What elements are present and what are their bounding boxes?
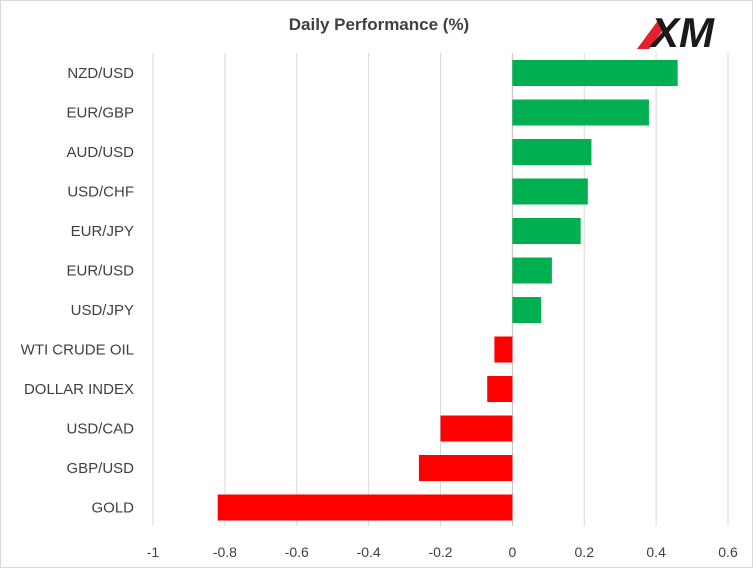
- bar: [512, 257, 552, 284]
- bar: [487, 376, 513, 402]
- x-tick-label: 0.6: [718, 544, 738, 560]
- bar: [512, 178, 588, 205]
- xm-logo: XM: [637, 9, 715, 56]
- category-label: EUR/USD: [66, 263, 134, 280]
- x-tick-label: 0.2: [575, 544, 595, 560]
- logo-text: XM: [649, 9, 715, 56]
- category-label: DOLLAR INDEX: [24, 381, 134, 398]
- category-label: AUD/USD: [66, 144, 134, 161]
- category-label: GOLD: [91, 500, 134, 517]
- bar: [512, 297, 542, 323]
- bar: [512, 218, 581, 244]
- category-label: GBP/USD: [66, 460, 134, 477]
- logo-accent-shape: [637, 19, 665, 49]
- bars: [217, 60, 678, 521]
- bar: [512, 139, 592, 165]
- category-label: USD/CAD: [66, 421, 134, 438]
- bar: [440, 415, 513, 442]
- x-tick-label: -1: [147, 544, 160, 560]
- category-label: NZD/USD: [67, 65, 134, 82]
- x-tick-label: 0: [508, 544, 516, 560]
- bar: [494, 336, 513, 363]
- category-label: WTI CRUDE OIL: [21, 342, 134, 359]
- x-tick-labels: -1 -0.8 -0.6 -0.4 -0.2 0 0.2 0.4 0.6: [147, 544, 738, 560]
- grid-lines: [152, 53, 729, 526]
- bar: [217, 494, 513, 521]
- x-tick-label: -0.6: [285, 544, 309, 560]
- chart-title: Daily Performance (%): [289, 15, 469, 34]
- x-tick-label: -0.8: [213, 544, 237, 560]
- x-tick-label: 0.4: [646, 544, 666, 560]
- category-label: EUR/GBP: [66, 105, 134, 122]
- category-labels: NZD/USD EUR/GBP AUD/USD USD/CHF EUR/JPY EUR/U…: [21, 65, 135, 517]
- bar: [512, 60, 678, 86]
- category-label: USD/JPY: [71, 302, 134, 319]
- bar: [418, 455, 513, 481]
- x-tick-label: -0.2: [428, 544, 452, 560]
- category-label: EUR/JPY: [71, 223, 134, 240]
- category-label: USD/CHF: [67, 184, 134, 201]
- bar: [512, 99, 649, 126]
- x-tick-label: -0.4: [357, 544, 381, 560]
